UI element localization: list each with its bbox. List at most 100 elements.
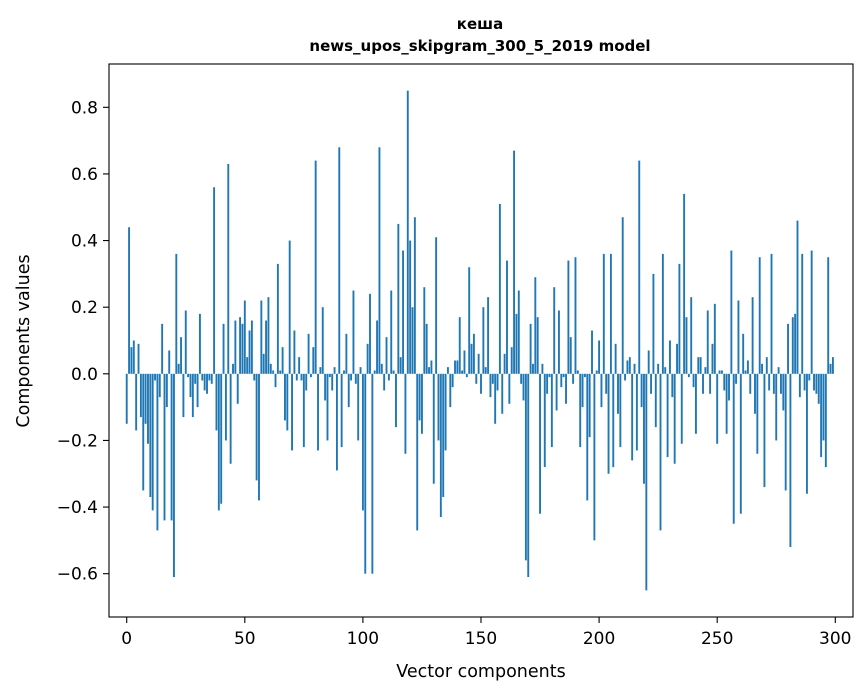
bar-23 [180,337,182,374]
bar-137 [449,373,452,408]
bar-183 [558,310,560,374]
bar-204 [607,373,610,474]
y-tick-label: −0.4 [57,498,98,518]
bar-216 [635,373,638,451]
bar-292 [815,373,818,394]
bar-179 [548,373,551,378]
bar-186 [565,373,567,404]
bar-261 [742,333,745,374]
bar-255 [728,373,730,401]
bar-296 [824,373,827,468]
bar-55 [255,373,258,481]
bar-291 [813,373,815,391]
bar-281 [789,373,792,548]
bar-170 [527,373,530,578]
bar-224 [654,373,657,428]
bar-147 [472,333,475,374]
bar-288 [806,373,808,494]
bar-123 [416,373,419,531]
bar-97 [354,373,357,384]
bar-259 [737,300,740,374]
bar-37 [213,187,216,374]
bar-34 [206,373,208,394]
bar-series [125,90,834,591]
bar-193 [581,373,584,408]
bar-27 [189,373,192,398]
bar-13 [156,373,159,531]
x-tick-label: 250 [701,629,733,649]
y-axis-label: Components values [14,254,34,427]
bar-52 [248,330,251,374]
bar-209 [619,373,622,448]
bar-265 [751,297,754,374]
bar-135 [444,373,447,451]
bar-278 [782,373,785,411]
bar-272 [768,373,771,391]
bar-266 [754,373,756,414]
bar-66 [281,347,284,374]
bar-51 [246,357,249,374]
bar-132 [437,373,440,441]
bar-54 [253,373,256,381]
bar-232 [673,373,676,464]
bar-75 [302,373,305,448]
bar-76 [305,373,308,391]
bar-3 [132,340,135,374]
bar-195 [586,373,589,501]
bar-18 [168,350,171,374]
bar-136 [446,367,449,374]
bar-30 [196,373,199,408]
bar-44 [229,373,232,464]
bar-159 [501,373,504,414]
bar-28 [191,373,194,418]
bar-102 [366,343,369,374]
bar-243 [699,357,702,374]
bar-114 [395,373,397,428]
bar-196 [588,373,591,438]
bar-208 [617,373,619,414]
bar-213 [628,357,631,374]
bar-242 [697,357,700,374]
bar-164 [513,150,516,374]
bar-197 [591,330,593,374]
bar-24 [182,373,185,418]
bar-154 [489,373,492,398]
bar-268 [758,257,761,374]
bar-141 [458,317,461,374]
bar-244 [702,373,704,394]
bar-191 [576,370,579,374]
bar-246 [706,310,709,374]
bar-280 [787,323,789,374]
bar-182 [555,373,558,411]
bar-206 [612,373,615,468]
bar-38 [215,373,218,431]
bar-151 [482,307,485,374]
bar-134 [442,373,445,498]
bar-269 [761,363,764,374]
bar-226 [659,373,662,531]
bar-46 [234,320,237,374]
bar-49 [241,323,244,374]
bar-145 [468,267,471,374]
x-axis-ticks: 0 50 100 150 200 250 300 [121,617,852,649]
bar-153 [487,297,490,374]
bar-228 [664,367,667,374]
bar-103 [369,293,371,374]
bar-256 [730,250,733,374]
bar-175 [539,373,541,514]
bar-194 [583,373,586,378]
bar-283 [794,313,797,374]
bar-249 [713,303,716,374]
y-tick-label: 0.2 [71,298,98,318]
bar-14 [158,373,161,398]
bar-127 [425,323,428,374]
bar-156 [494,373,497,424]
bar-17 [165,373,168,408]
bar-56 [258,373,260,501]
bar-77 [307,333,310,374]
bar-199 [595,370,598,374]
bar-133 [439,373,442,518]
bar-202 [602,253,605,374]
bar-45 [232,363,234,374]
bar-29 [194,373,197,384]
